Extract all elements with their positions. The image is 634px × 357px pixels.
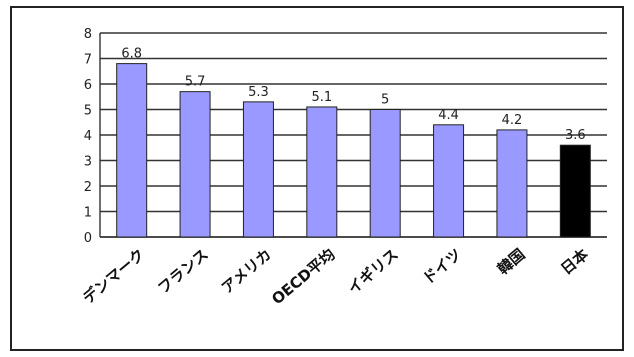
category-label: 日本 (557, 245, 592, 278)
data-label: 5.1 (311, 90, 332, 105)
y-tick-label: 2 (84, 180, 92, 195)
y-tick-label: 3 (84, 155, 92, 170)
bar (496, 129, 528, 238)
data-label: 4.4 (438, 108, 459, 123)
data-label: 6.8 (121, 47, 142, 62)
data-label: 5.7 (185, 75, 206, 90)
bar (242, 101, 274, 238)
y-tick-label: 4 (84, 129, 92, 144)
category-label: アメリカ (218, 245, 275, 297)
bar (179, 91, 211, 238)
category-label: ドイツ (419, 245, 465, 288)
category-label: フランス (154, 245, 211, 297)
y-tick-label: 0 (84, 231, 92, 246)
data-label: 5 (381, 93, 389, 108)
y-tick-label: 8 (84, 27, 92, 42)
data-label: 3.6 (565, 128, 586, 143)
y-tick-label: 7 (84, 53, 92, 68)
bar (559, 144, 591, 238)
category-label: イギリス (344, 245, 402, 297)
bar (116, 63, 148, 238)
category-label: 韓国 (494, 245, 529, 278)
bar (306, 106, 338, 238)
data-label: 5.3 (248, 85, 269, 100)
bar (433, 124, 465, 238)
y-tick-label: 1 (84, 206, 92, 221)
category-label: OECD平均 (268, 245, 338, 308)
bar (369, 109, 401, 238)
data-label: 4.2 (502, 113, 523, 128)
y-tick-label: 6 (84, 78, 92, 93)
category-label: デンマーク (79, 245, 148, 307)
y-tick-label: 5 (84, 104, 92, 119)
